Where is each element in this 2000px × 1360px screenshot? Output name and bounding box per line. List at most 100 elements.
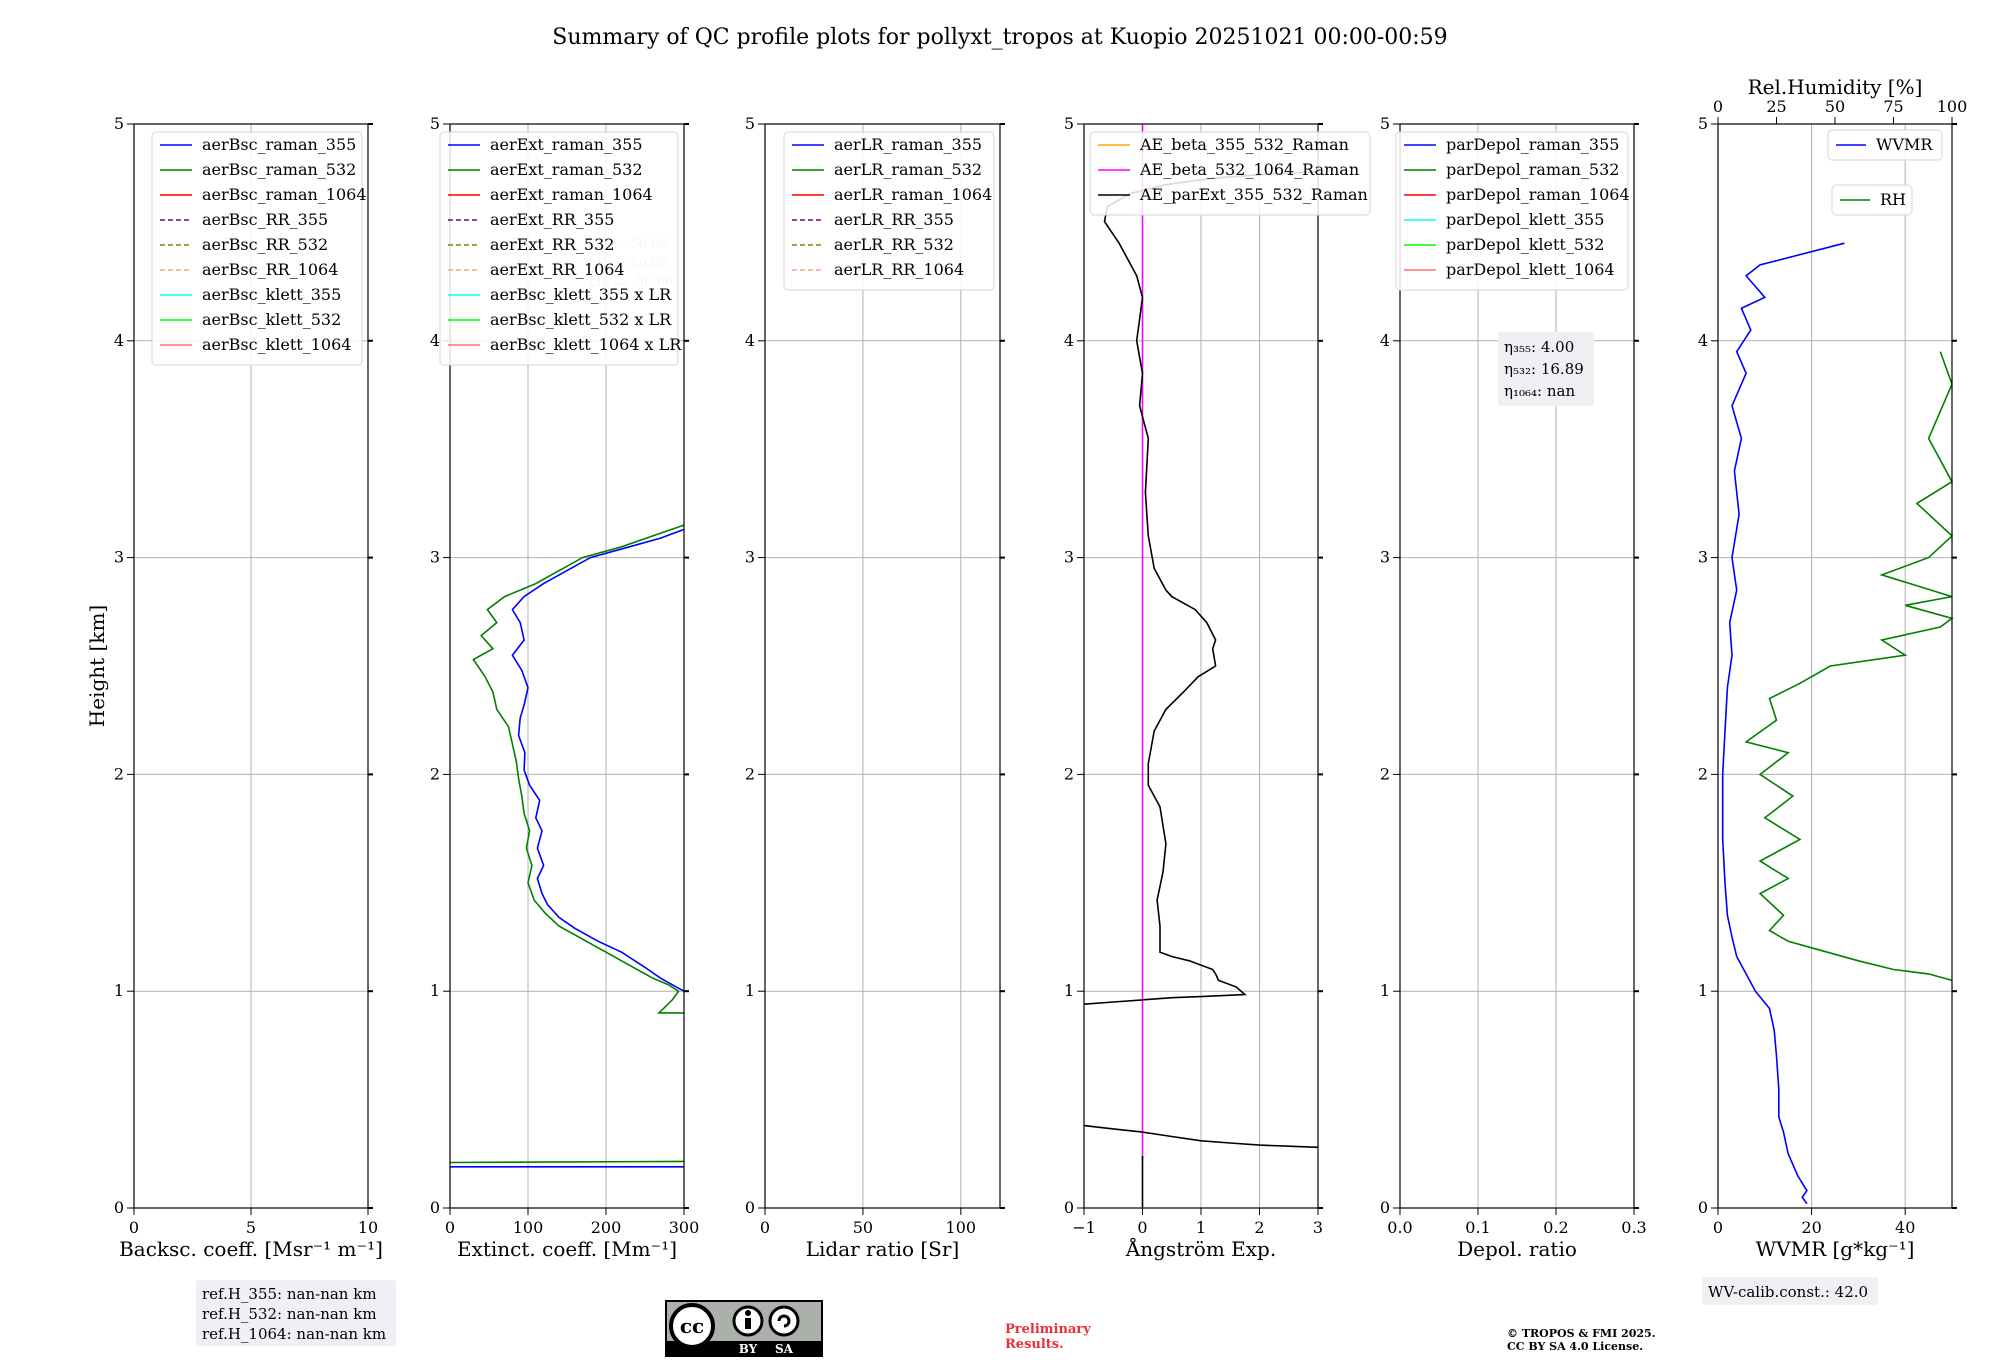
y-tick-label: 4 (1698, 331, 1708, 350)
legend-entry: parDepol_klett_532 (1446, 235, 1604, 254)
series-line (450, 528, 685, 1168)
legend-entry: AE_beta_355_532_Raman (1139, 135, 1349, 154)
y-tick-label: 0 (1698, 1198, 1708, 1217)
y-tick-label: 5 (1380, 114, 1390, 133)
cc-by-sa-icon: cc BY SA (665, 1300, 823, 1357)
y-tick-label: 5 (430, 114, 440, 133)
x-tick-label: 1 (1196, 1218, 1206, 1237)
legend-entry: aerBsc_klett_532 (202, 310, 341, 329)
x2-tick-label: 75 (1883, 97, 1903, 116)
x-tick-label: 0 (129, 1218, 139, 1237)
x-tick-label: 100 (946, 1218, 977, 1237)
chart-panel-5: 0.0 0.1 0.2 0.3 0 1 2 3 4 5 Depol. ratio η₃₅₅: 4.00… (1380, 114, 1647, 1261)
y-tick-label: 3 (1698, 548, 1708, 567)
x-axis-label: Extinct. coeff. [Mm⁻¹] (457, 1237, 677, 1261)
y-tick-label: 1 (114, 981, 124, 1000)
y-tick-label: 5 (1698, 114, 1708, 133)
y-tick-label: 5 (745, 114, 755, 133)
x-tick-label: 20 (1801, 1218, 1821, 1237)
x-axis-label: WVMR [g*kg⁻¹] (1756, 1237, 1915, 1261)
cc-sa-text: SA (775, 1342, 794, 1356)
legend-entry: aerBsc_klett_355 x LR (490, 285, 672, 304)
legend-entry: AE_parExt_355_532_Raman (1139, 185, 1368, 204)
legend-entry: parDepol_raman_532 (1446, 160, 1619, 179)
legend-entry: aerBsc_raman_532 (202, 160, 356, 179)
legend-entry: aerBsc_klett_1064 x LR (490, 335, 682, 354)
legend-entry: aerExt_raman_1064 (490, 185, 653, 204)
y-axis-label: Height [km] (85, 605, 109, 727)
legend-entry: parDepol_raman_1064 (1446, 185, 1630, 204)
ref-height-355: ref.H_355: nan-nan km (202, 1285, 377, 1303)
x2-tick-label: 0 (1713, 97, 1723, 116)
y-tick-label: 4 (430, 331, 440, 350)
legend-entry: aerExt_raman_532 (490, 160, 643, 179)
x-tick-label: 0 (1137, 1218, 1147, 1237)
y-tick-label: 1 (745, 981, 755, 1000)
legend-entry: aerBsc_RR_532 (202, 235, 328, 254)
x-tick-label: 0.2 (1543, 1218, 1568, 1237)
x-tick-label: −1 (1072, 1218, 1096, 1237)
legend-box (1089, 131, 1371, 216)
legend-entry: aerLR_raman_355 (834, 135, 982, 154)
y-tick-label: 5 (114, 114, 124, 133)
x2-tick-label: 50 (1825, 97, 1845, 116)
legend-entry: aerLR_raman_1064 (834, 185, 992, 204)
preliminary-label-1: Preliminary (1005, 1322, 1091, 1337)
ref-height-1064: ref.H_1064: nan-nan km (202, 1325, 386, 1343)
y-tick-label: 1 (1064, 981, 1074, 1000)
legend-entry: aerBsc_raman_1064 (202, 185, 367, 204)
legend-entry: RH (1880, 190, 1906, 209)
figure-title: Summary of QC profile plots for pollyxt_… (552, 25, 1447, 50)
eta-annotation: η₃₅₅: 4.00 (1504, 338, 1574, 356)
legend-box (151, 131, 363, 366)
y-tick-label: 2 (430, 764, 440, 783)
x-tick-label: 300 (669, 1218, 700, 1237)
legend-entry: aerExt_RR_532 (490, 235, 614, 254)
x-tick-label: 2 (1254, 1218, 1264, 1237)
y-tick-label: 0 (745, 1198, 755, 1217)
axes-frame (449, 123, 685, 1209)
series-line (1744, 351, 1954, 982)
y-tick-label: 0 (1064, 1198, 1074, 1217)
x-tick-label: 50 (853, 1218, 873, 1237)
legend-entry: WVMR (1876, 135, 1933, 154)
y-tick-label: 4 (745, 331, 755, 350)
legend-box (1395, 131, 1629, 291)
legend-entry: aerExt_raman_355 (490, 135, 643, 154)
y-tick-label: 3 (430, 548, 440, 567)
chart-panel-3: 0 50 100 0 1 2 3 4 5 Lidar ratio [Sr] aerLR_raman_… (745, 114, 1005, 1261)
y-tick-label: 3 (114, 548, 124, 567)
eta-box (1498, 332, 1594, 406)
x-axis-label: Lidar ratio [Sr] (806, 1237, 960, 1261)
cc-by-text: BY (739, 1342, 758, 1356)
x-tick-label: 10 (358, 1218, 378, 1237)
legend-entry: aerLR_RR_1064 (834, 260, 964, 279)
preliminary-label-2: Results. (1005, 1337, 1064, 1352)
x2-axis-label: Rel.Humidity [%] (1748, 75, 1923, 99)
wv-calib-box: WV-calib.const.: 42.0 (1702, 1277, 1878, 1305)
legend-box (1831, 184, 1913, 216)
x-tick-label: 0 (445, 1218, 455, 1237)
chart-panel-6: 0 25 50 75 100 Rel.Humidity [%] 0 20 40 0 1 2 3 4 5 WVM… (1698, 75, 1967, 1261)
legend-box (439, 131, 679, 366)
axes-frame (1399, 123, 1635, 1209)
y-tick-label: 1 (430, 981, 440, 1000)
legend-entry: aerBsc_RR_355 (202, 210, 328, 229)
eta-annotation: η₁₀₆₄: nan (1504, 382, 1575, 400)
y-tick-label: 2 (1380, 764, 1390, 783)
x-tick-label: 200 (591, 1218, 622, 1237)
y-tick-label: 4 (1380, 331, 1390, 350)
legend-entry: aerBsc_klett_532 x LR (490, 310, 672, 329)
x-tick-label: 0.0 (1387, 1218, 1412, 1237)
axes-frame (764, 123, 1001, 1209)
copyright-line-2: CC BY SA 4.0 License. (1507, 1340, 1643, 1353)
y-tick-label: 0 (1380, 1198, 1390, 1217)
y-tick-label: 2 (114, 764, 124, 783)
series-line (449, 524, 685, 1164)
x-axis-label: Backsc. coeff. [Msr⁻¹ m⁻¹] (119, 1237, 383, 1261)
y-tick-label: 2 (1698, 764, 1708, 783)
y-tick-label: 1 (1380, 981, 1390, 1000)
